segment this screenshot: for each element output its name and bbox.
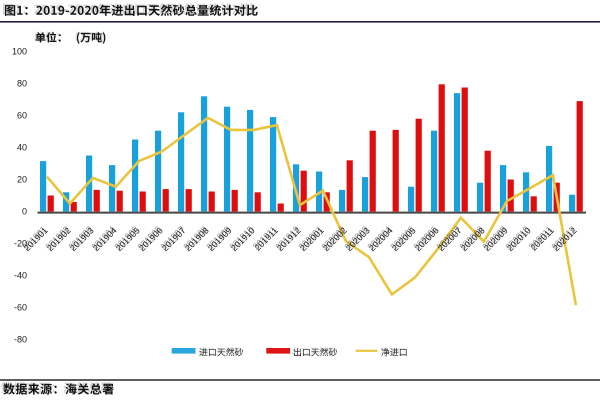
svg-text:-80: -80 xyxy=(14,335,27,345)
svg-text:20: 20 xyxy=(17,175,27,185)
svg-text:40: 40 xyxy=(17,143,27,153)
svg-text:-20: -20 xyxy=(14,239,27,249)
svg-text:0: 0 xyxy=(22,207,27,217)
svg-text:-60: -60 xyxy=(14,303,27,313)
svg-text:60: 60 xyxy=(17,111,27,121)
svg-text:80: 80 xyxy=(17,79,27,89)
svg-text:-40: -40 xyxy=(14,271,27,281)
svg-text:100: 100 xyxy=(12,47,27,57)
